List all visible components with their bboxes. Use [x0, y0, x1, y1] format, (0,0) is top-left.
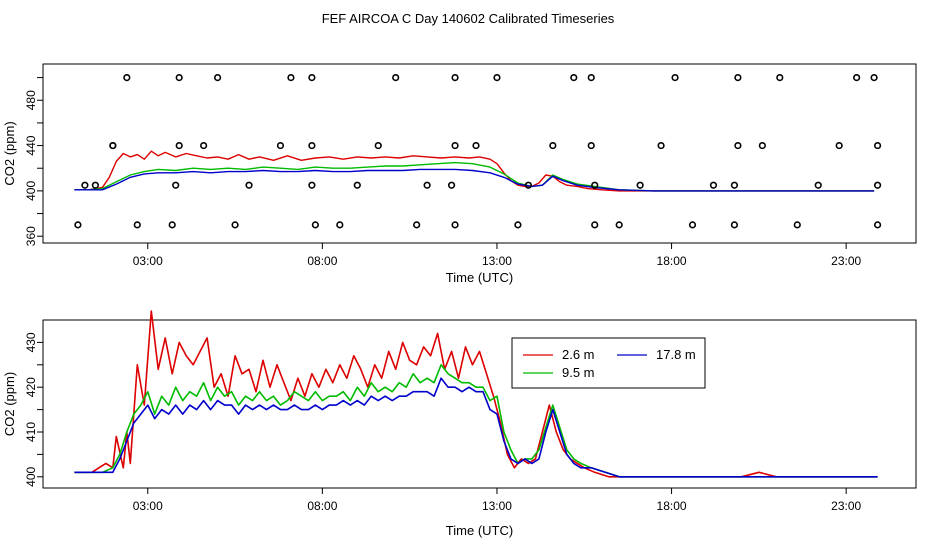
cal-point [175, 141, 183, 150]
y-tick-label: 400 [24, 466, 38, 486]
cal-point [109, 141, 117, 150]
cal-point [873, 221, 882, 229]
y-tick-label: 400 [24, 181, 38, 201]
cal-point [392, 73, 400, 82]
legend: 2.6 m 17.8 m 9.5 m [511, 337, 706, 389]
cal-point [168, 221, 176, 229]
cal-point [549, 141, 557, 150]
cal-point [873, 181, 882, 189]
cal-point [835, 141, 843, 150]
series-line-9-5-m [74, 161, 875, 192]
cal-point [175, 73, 183, 82]
y-tick-label: 440 [24, 135, 38, 155]
cal-point [472, 141, 480, 150]
legend-label-2-6m: 2.6 m [562, 347, 595, 362]
x-tick-label: 08:00 [307, 254, 337, 268]
cal-point [734, 73, 742, 82]
figure-title: FEF AIRCOA C Day 140602 Calibrated Times… [322, 11, 615, 26]
x-tick-label: 08:00 [307, 499, 337, 513]
y-tick-label: 420 [24, 377, 38, 397]
series-line-17-8-m [74, 168, 875, 192]
cal-point [814, 181, 822, 189]
cal-point [374, 141, 382, 150]
series-line-17-8-m [74, 377, 878, 478]
legend-box [511, 337, 706, 389]
cal-point [853, 73, 861, 82]
series-line-2-6-m [74, 310, 878, 478]
cal-point [423, 181, 431, 189]
series-line-2-6-m [74, 150, 875, 192]
cal-point [200, 141, 208, 150]
y-tick-label: 430 [24, 332, 38, 352]
x-tick-label: 18:00 [657, 499, 687, 513]
cal-point [451, 141, 459, 150]
cal-point [730, 221, 739, 229]
cal-point [615, 221, 623, 229]
cal-point [870, 73, 878, 82]
cal-point [793, 221, 801, 229]
y-tick-label: 410 [24, 422, 38, 442]
x-tick-label: 13:00 [482, 254, 512, 268]
x-tick-label: 18:00 [657, 254, 687, 268]
y-axis-label: CO2 (ppm) [2, 121, 17, 185]
cal-point [514, 221, 522, 229]
cal-point [336, 221, 344, 229]
cal-point [730, 181, 739, 189]
plot-frame [42, 319, 917, 489]
cal-point [873, 141, 882, 150]
series-line-9-5-m [74, 363, 878, 478]
cal-point [74, 221, 82, 229]
x-tick-label: 23:00 [831, 499, 861, 513]
cal-point [91, 181, 99, 189]
cal-point [776, 73, 784, 82]
cal-point [231, 221, 239, 229]
x-tick-label: 23:00 [831, 254, 861, 268]
x-tick-label: 03:00 [133, 499, 163, 513]
top-panel: 03:00 08:00 13:00 18:00 23:00 Time (UTC) 360 40… [2, 63, 917, 285]
cal-point [709, 181, 718, 189]
cal-point [308, 181, 316, 189]
cal-point [493, 73, 501, 82]
cal-point [524, 181, 532, 189]
x-axis-label: Time (UTC) [446, 270, 513, 285]
cal-point [311, 221, 319, 229]
x-tick-label: 13:00 [482, 499, 512, 513]
cal-point [308, 73, 316, 82]
cal-point [413, 221, 421, 229]
x-axis-label: Time (UTC) [446, 523, 513, 538]
cal-point [636, 181, 644, 189]
cal-point [172, 181, 180, 189]
cal-point [133, 221, 141, 229]
cal-point [591, 221, 599, 229]
cal-point [308, 141, 316, 150]
cal-point [688, 221, 697, 229]
cal-point [245, 181, 253, 189]
cal-point [276, 141, 285, 150]
legend-label-9-5m: 9.5 m [562, 365, 595, 380]
cal-point [447, 181, 456, 189]
legend-label-17-8m: 17.8 m [656, 347, 696, 362]
cal-point [353, 181, 361, 189]
cal-point [657, 141, 665, 150]
cal-point [451, 221, 459, 229]
cal-point [587, 141, 595, 150]
bottom-panel: 03:00 08:00 13:00 18:00 23:00 Time (UTC) 400 41… [2, 310, 917, 538]
cal-point [758, 141, 766, 150]
y-tick-label: 360 [24, 226, 38, 246]
plot-frame [42, 63, 917, 244]
cal-point [734, 141, 742, 150]
cal-point [123, 73, 131, 82]
cal-point [591, 181, 599, 189]
cal-point [587, 73, 595, 82]
y-tick-label: 480 [24, 90, 38, 110]
cal-point [451, 73, 459, 82]
cal-point [671, 73, 679, 82]
y-axis-label: CO2 (ppm) [2, 372, 17, 436]
cal-point [570, 73, 578, 82]
cal-point [287, 73, 295, 82]
cal-point [214, 73, 222, 82]
cal-point [81, 181, 89, 189]
x-tick-label: 03:00 [133, 254, 163, 268]
